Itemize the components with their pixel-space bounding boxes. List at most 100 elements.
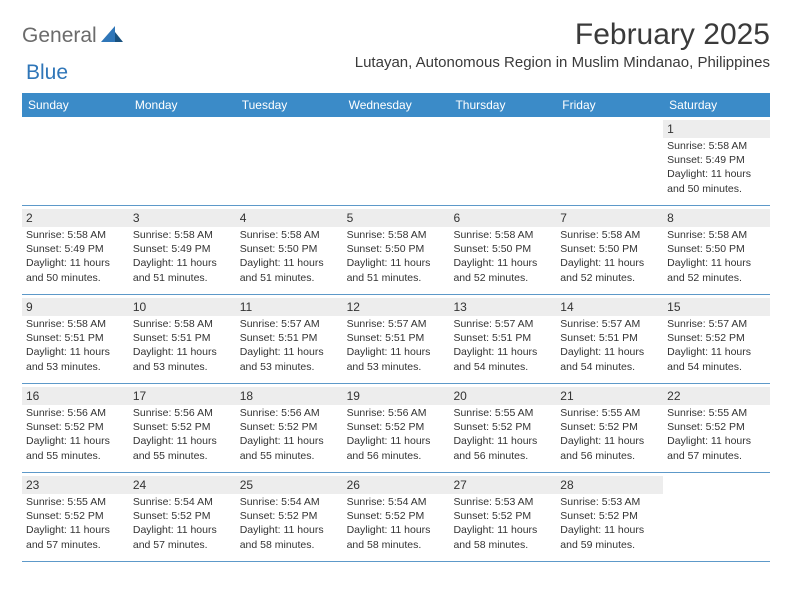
day-info: Sunrise: 5:55 AMSunset: 5:52 PMDaylight:… [453, 405, 552, 463]
weekday-header: Tuesday [236, 93, 343, 117]
logo-text-general: General [22, 24, 97, 48]
weekday-header: Friday [556, 93, 663, 117]
daylight-text: Daylight: 11 hours and 50 minutes. [26, 256, 125, 284]
day-cell: 15Sunrise: 5:57 AMSunset: 5:52 PMDayligh… [663, 295, 770, 383]
calendar-grid: SundayMondayTuesdayWednesdayThursdayFrid… [22, 93, 770, 562]
day-number: 6 [449, 209, 556, 227]
day-cell: 9Sunrise: 5:58 AMSunset: 5:51 PMDaylight… [22, 295, 129, 383]
daylight-text: Daylight: 11 hours and 54 minutes. [453, 345, 552, 373]
day-info: Sunrise: 5:56 AMSunset: 5:52 PMDaylight:… [240, 405, 339, 463]
day-info: Sunrise: 5:58 AMSunset: 5:51 PMDaylight:… [26, 316, 125, 374]
daylight-text: Daylight: 11 hours and 52 minutes. [453, 256, 552, 284]
title-block: February 2025 Lutayan, Autonomous Region… [355, 18, 770, 71]
daylight-text: Daylight: 11 hours and 57 minutes. [26, 523, 125, 551]
daylight-text: Daylight: 11 hours and 53 minutes. [240, 345, 339, 373]
daylight-text: Daylight: 11 hours and 56 minutes. [453, 434, 552, 462]
sunset-text: Sunset: 5:50 PM [453, 242, 552, 256]
sunrise-text: Sunrise: 5:58 AM [347, 228, 446, 242]
day-cell: 2Sunrise: 5:58 AMSunset: 5:49 PMDaylight… [22, 206, 129, 294]
sunrise-text: Sunrise: 5:56 AM [347, 406, 446, 420]
day-cell: 23Sunrise: 5:55 AMSunset: 5:52 PMDayligh… [22, 473, 129, 561]
logo-text-blue: Blue [26, 61, 68, 85]
logo: General [22, 18, 125, 48]
day-number: 24 [129, 476, 236, 494]
month-title: February 2025 [355, 18, 770, 52]
day-cell: 11Sunrise: 5:57 AMSunset: 5:51 PMDayligh… [236, 295, 343, 383]
day-number: 3 [129, 209, 236, 227]
daylight-text: Daylight: 11 hours and 50 minutes. [667, 167, 766, 195]
daylight-text: Daylight: 11 hours and 57 minutes. [133, 523, 232, 551]
day-number: 8 [663, 209, 770, 227]
daylight-text: Daylight: 11 hours and 58 minutes. [240, 523, 339, 551]
weekday-header: Wednesday [343, 93, 450, 117]
day-cell: 21Sunrise: 5:55 AMSunset: 5:52 PMDayligh… [556, 384, 663, 472]
sunrise-text: Sunrise: 5:58 AM [667, 228, 766, 242]
day-cell: .. [556, 117, 663, 205]
day-info: Sunrise: 5:58 AMSunset: 5:49 PMDaylight:… [667, 138, 766, 196]
daylight-text: Daylight: 11 hours and 55 minutes. [26, 434, 125, 462]
day-cell: 4Sunrise: 5:58 AMSunset: 5:50 PMDaylight… [236, 206, 343, 294]
day-cell: .. [449, 117, 556, 205]
sunset-text: Sunset: 5:51 PM [453, 331, 552, 345]
day-info: Sunrise: 5:58 AMSunset: 5:51 PMDaylight:… [133, 316, 232, 374]
sunrise-text: Sunrise: 5:54 AM [133, 495, 232, 509]
sunrise-text: Sunrise: 5:58 AM [26, 228, 125, 242]
day-number: 9 [22, 298, 129, 316]
sunset-text: Sunset: 5:49 PM [133, 242, 232, 256]
week-row: 23Sunrise: 5:55 AMSunset: 5:52 PMDayligh… [22, 473, 770, 562]
calendar-page: General February 2025 Lutayan, Autonomou… [0, 0, 792, 562]
sunset-text: Sunset: 5:52 PM [560, 509, 659, 523]
day-info: Sunrise: 5:55 AMSunset: 5:52 PMDaylight:… [26, 494, 125, 552]
day-cell: 1Sunrise: 5:58 AMSunset: 5:49 PMDaylight… [663, 117, 770, 205]
day-cell: 20Sunrise: 5:55 AMSunset: 5:52 PMDayligh… [449, 384, 556, 472]
daylight-text: Daylight: 11 hours and 53 minutes. [26, 345, 125, 373]
day-number: 18 [236, 387, 343, 405]
sunset-text: Sunset: 5:52 PM [133, 509, 232, 523]
day-number: 28 [556, 476, 663, 494]
daylight-text: Daylight: 11 hours and 54 minutes. [560, 345, 659, 373]
day-info: Sunrise: 5:58 AMSunset: 5:49 PMDaylight:… [26, 227, 125, 285]
day-cell: 3Sunrise: 5:58 AMSunset: 5:49 PMDaylight… [129, 206, 236, 294]
daylight-text: Daylight: 11 hours and 55 minutes. [133, 434, 232, 462]
sunrise-text: Sunrise: 5:54 AM [240, 495, 339, 509]
sunrise-text: Sunrise: 5:58 AM [453, 228, 552, 242]
day-cell: 8Sunrise: 5:58 AMSunset: 5:50 PMDaylight… [663, 206, 770, 294]
sunset-text: Sunset: 5:50 PM [667, 242, 766, 256]
day-cell: 16Sunrise: 5:56 AMSunset: 5:52 PMDayligh… [22, 384, 129, 472]
day-number: 10 [129, 298, 236, 316]
day-info: Sunrise: 5:56 AMSunset: 5:52 PMDaylight:… [347, 405, 446, 463]
day-number: 26 [343, 476, 450, 494]
week-row: ............1Sunrise: 5:58 AMSunset: 5:4… [22, 117, 770, 206]
day-info: Sunrise: 5:56 AMSunset: 5:52 PMDaylight:… [26, 405, 125, 463]
sunrise-text: Sunrise: 5:57 AM [347, 317, 446, 331]
week-row: 2Sunrise: 5:58 AMSunset: 5:49 PMDaylight… [22, 206, 770, 295]
day-info: Sunrise: 5:57 AMSunset: 5:51 PMDaylight:… [453, 316, 552, 374]
day-number: 20 [449, 387, 556, 405]
sunset-text: Sunset: 5:52 PM [667, 331, 766, 345]
sunset-text: Sunset: 5:52 PM [26, 509, 125, 523]
day-info: Sunrise: 5:57 AMSunset: 5:51 PMDaylight:… [240, 316, 339, 374]
sunrise-text: Sunrise: 5:53 AM [453, 495, 552, 509]
day-number: 21 [556, 387, 663, 405]
sunset-text: Sunset: 5:52 PM [26, 420, 125, 434]
week-row: 9Sunrise: 5:58 AMSunset: 5:51 PMDaylight… [22, 295, 770, 384]
day-cell: 19Sunrise: 5:56 AMSunset: 5:52 PMDayligh… [343, 384, 450, 472]
day-cell: .. [22, 117, 129, 205]
day-number: 25 [236, 476, 343, 494]
daylight-text: Daylight: 11 hours and 56 minutes. [560, 434, 659, 462]
day-info: Sunrise: 5:54 AMSunset: 5:52 PMDaylight:… [133, 494, 232, 552]
day-cell: 27Sunrise: 5:53 AMSunset: 5:52 PMDayligh… [449, 473, 556, 561]
sunset-text: Sunset: 5:50 PM [560, 242, 659, 256]
daylight-text: Daylight: 11 hours and 51 minutes. [347, 256, 446, 284]
location-subtitle: Lutayan, Autonomous Region in Muslim Min… [355, 54, 770, 71]
day-number: 15 [663, 298, 770, 316]
sunrise-text: Sunrise: 5:57 AM [667, 317, 766, 331]
day-number: 13 [449, 298, 556, 316]
day-cell: 7Sunrise: 5:58 AMSunset: 5:50 PMDaylight… [556, 206, 663, 294]
day-cell: 17Sunrise: 5:56 AMSunset: 5:52 PMDayligh… [129, 384, 236, 472]
sunset-text: Sunset: 5:50 PM [347, 242, 446, 256]
sunset-text: Sunset: 5:52 PM [560, 420, 659, 434]
daylight-text: Daylight: 11 hours and 59 minutes. [560, 523, 659, 551]
day-info: Sunrise: 5:54 AMSunset: 5:52 PMDaylight:… [240, 494, 339, 552]
sunrise-text: Sunrise: 5:55 AM [26, 495, 125, 509]
